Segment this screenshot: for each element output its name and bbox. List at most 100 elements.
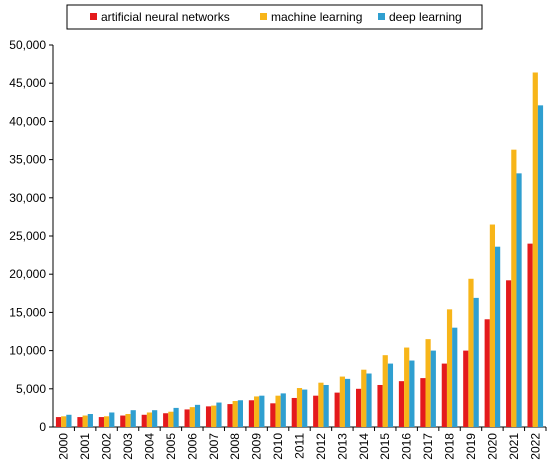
bar (489, 224, 496, 427)
bar (232, 401, 238, 427)
x-tick-label: 2000 (57, 433, 71, 460)
bar (82, 415, 88, 427)
bar (211, 405, 217, 427)
bar (366, 373, 372, 427)
bar (484, 319, 490, 427)
x-tick-label: 2009 (250, 433, 264, 460)
x-tick-label: 2012 (314, 433, 328, 460)
bar (87, 414, 93, 427)
legend-label: machine learning (271, 10, 362, 24)
bar (323, 384, 329, 427)
legend-swatch (378, 13, 385, 20)
bar (527, 243, 533, 427)
bar (163, 413, 169, 427)
bar (259, 395, 265, 427)
bar (425, 339, 431, 427)
bar (377, 384, 383, 427)
bar (398, 381, 405, 427)
bar (382, 355, 388, 427)
bar (168, 411, 174, 427)
bar (109, 412, 115, 427)
x-tick-label: 2010 (271, 433, 285, 460)
bar (275, 395, 281, 427)
bar (334, 392, 340, 427)
legend-box (66, 4, 483, 30)
bar (103, 416, 110, 427)
bar (125, 414, 131, 427)
bar (184, 409, 190, 427)
bar (361, 369, 367, 427)
bar (344, 378, 351, 427)
bar (66, 414, 72, 427)
y-tick-label: 10,000 (9, 344, 46, 358)
bar (194, 404, 201, 427)
x-tick-label: 2001 (78, 433, 92, 460)
x-tick-label: 2002 (100, 433, 114, 460)
bar (532, 72, 538, 427)
x-tick-label: 2021 (507, 433, 521, 460)
legend: artificial neural networks machine learni… (66, 4, 483, 30)
x-tick-label: 2019 (464, 433, 478, 460)
y-tick-label: 20,000 (9, 267, 46, 281)
x-tick-label: 2020 (485, 433, 499, 460)
bar (280, 393, 286, 427)
bar (339, 376, 345, 427)
bar (227, 404, 233, 427)
bar (296, 388, 303, 427)
bar (254, 396, 260, 427)
legend-label: deep learning (389, 10, 462, 24)
y-tick-label: 5,000 (16, 382, 46, 396)
y-tick-label: 40,000 (9, 114, 46, 128)
bar (55, 417, 62, 427)
x-tick-label: 2007 (207, 433, 221, 460)
bar (495, 246, 501, 427)
bar (216, 402, 222, 427)
x-tick-label: 2008 (228, 433, 242, 460)
x-tick-label: 2013 (335, 433, 349, 460)
bar (387, 363, 394, 427)
y-tick-label: 45,000 (9, 76, 46, 90)
bar (237, 400, 243, 427)
x-tick-label: 2004 (142, 433, 156, 460)
x-tick-label: 2015 (378, 433, 392, 460)
x-tick-label: 2006 (185, 433, 199, 460)
x-tick-label: 2018 (443, 433, 457, 460)
bar (77, 417, 83, 427)
bar (420, 378, 426, 427)
bar (270, 403, 276, 427)
bar (313, 395, 319, 427)
x-tick-label: 2022 (528, 433, 542, 460)
y-tick-label: 25,000 (9, 229, 46, 243)
bar (446, 309, 453, 427)
plot-area: 0 5,000 10,000 15,000 20,000 25,000 30,000 35,0… (9, 38, 547, 460)
bar (452, 327, 458, 427)
bar (356, 388, 362, 427)
y-tick-label: 30,000 (9, 191, 46, 205)
bar (61, 416, 67, 427)
bar (302, 389, 308, 427)
bar (205, 406, 212, 427)
bar (130, 410, 136, 427)
y-tick-label: 50,000 (9, 38, 46, 52)
bar (430, 350, 436, 427)
x-tick-label: 2003 (121, 433, 135, 460)
bar (141, 414, 147, 427)
bar (511, 149, 517, 427)
bar (189, 407, 195, 427)
x-tick-label: 2016 (400, 433, 414, 460)
legend-label: artificial neural networks (101, 10, 230, 24)
y-tick-label: 15,000 (9, 305, 46, 319)
bar (537, 105, 544, 427)
x-tick-label: 2017 (421, 433, 435, 460)
legend-swatch (90, 13, 97, 20)
x-tick-label: 2014 (357, 433, 371, 460)
bar (291, 397, 297, 427)
bar (463, 350, 469, 427)
bar (409, 360, 415, 427)
bar (404, 347, 410, 427)
bar (473, 297, 479, 427)
bar (120, 415, 126, 427)
bar (318, 382, 324, 427)
bar (248, 400, 255, 427)
x-tick-label: 2011 (293, 433, 307, 459)
